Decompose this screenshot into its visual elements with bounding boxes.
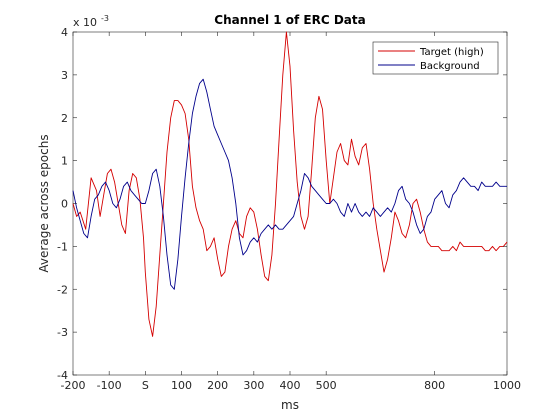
y-tick-label: 1 [61,155,68,168]
y-tick-label: -2 [57,283,68,296]
x-tick-label: 800 [424,379,445,392]
x-axis-label: ms [281,398,299,412]
x-tick-label: 200 [207,379,228,392]
x-tick-labels: -200 -100 S 100 200 300 400 500 800 1000 [61,379,521,392]
y-tick-label: 4 [61,26,68,39]
x-tick-label: 100 [171,379,192,392]
x-tick-label: 300 [243,379,264,392]
plot-area [72,31,508,376]
x-tick-label: 1000 [493,379,521,392]
x-tick-label: 400 [280,379,301,392]
y-exponent-base: x 10 [73,16,97,29]
y-tick-label: 2 [61,112,68,125]
legend-box [372,41,499,75]
y-tick-label: 3 [61,69,68,82]
series-line-0 [72,31,508,337]
y-exponent-power: -3 [101,14,109,23]
y-tick-label: -4 [57,369,68,382]
series-line-1 [72,78,507,290]
legend-label-target: Target (high) [419,47,484,58]
x-tick-label: S [142,379,149,392]
x-tick-label: -200 [61,379,86,392]
y-tick-labels: -4 -3 -2 -1 0 1 2 3 4 [57,26,68,382]
y-tick-label: 0 [61,198,68,211]
y-tick-label: -1 [57,240,68,253]
legend: Target (high) Background [372,41,499,75]
y-tick-label: -3 [57,326,68,339]
series-layer [72,31,508,337]
x-tick-label: 500 [316,379,337,392]
chart-title: Channel 1 of ERC Data [214,13,365,27]
x-tick-label: -100 [97,379,122,392]
y-axis-label: Average across epochs [37,134,51,272]
tick-layer [72,31,508,376]
legend-label-background: Background [420,61,480,72]
